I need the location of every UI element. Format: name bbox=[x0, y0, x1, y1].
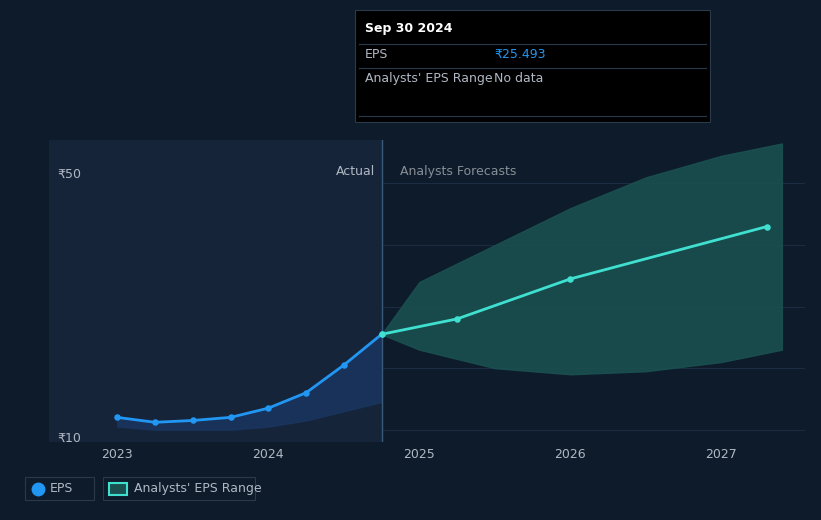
Text: Analysts' EPS Range: Analysts' EPS Range bbox=[134, 483, 261, 495]
Point bbox=[760, 223, 773, 231]
Text: Actual: Actual bbox=[337, 164, 375, 177]
Text: ₹50: ₹50 bbox=[57, 167, 80, 180]
Point bbox=[375, 330, 388, 339]
Text: EPS: EPS bbox=[49, 483, 72, 495]
Text: EPS: EPS bbox=[365, 48, 388, 61]
Text: Analysts' EPS Range: Analysts' EPS Range bbox=[365, 72, 492, 85]
Text: ₹25.493: ₹25.493 bbox=[494, 48, 546, 61]
Point bbox=[111, 413, 124, 422]
Point bbox=[224, 413, 237, 422]
Point bbox=[375, 330, 388, 339]
Point bbox=[186, 417, 200, 425]
Text: ₹10: ₹10 bbox=[57, 432, 80, 445]
Point bbox=[451, 315, 464, 323]
Text: No data: No data bbox=[494, 72, 544, 85]
Text: Sep 30 2024: Sep 30 2024 bbox=[365, 22, 452, 35]
Bar bbox=[49, 140, 382, 442]
Text: Analysts Forecasts: Analysts Forecasts bbox=[400, 164, 516, 177]
Point bbox=[564, 275, 577, 283]
Point bbox=[262, 404, 275, 412]
Point bbox=[300, 388, 313, 397]
Point bbox=[337, 361, 351, 369]
Point bbox=[149, 418, 162, 426]
